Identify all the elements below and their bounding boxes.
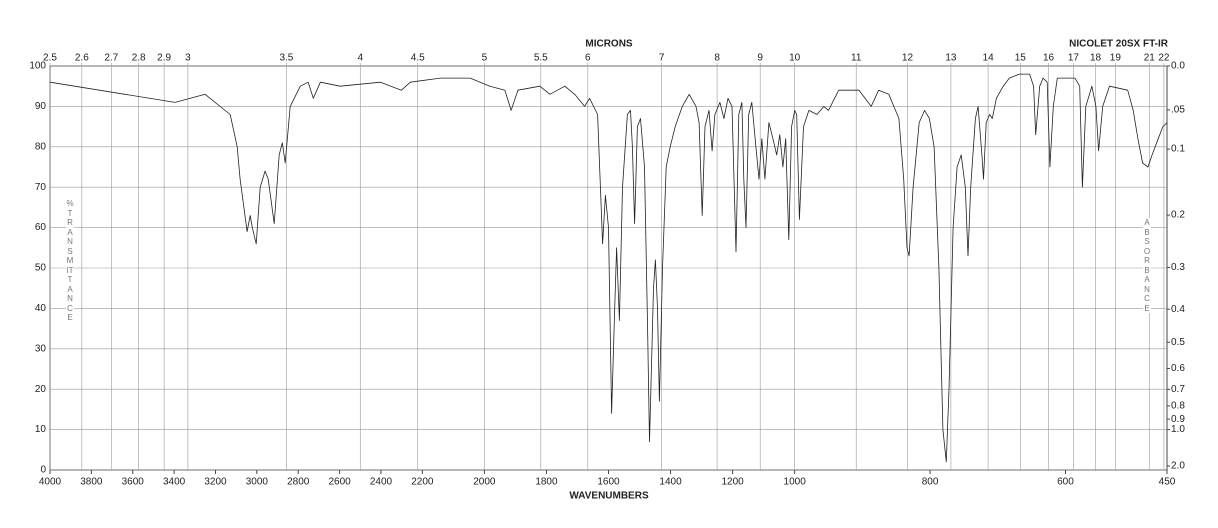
x-tick-label: 3600: [122, 477, 145, 488]
x2-tick-label: 15: [1015, 53, 1027, 64]
x-tick-label: 2000: [473, 477, 496, 488]
x-tick-label: 2800: [287, 477, 310, 488]
y2-tick-label: 0.3: [1171, 262, 1185, 273]
y-tick-label: 100: [29, 61, 46, 72]
x-tick-label: 2200: [411, 477, 434, 488]
y2-tick-label: 0.7: [1171, 384, 1185, 395]
x2-tick-label: 22: [1158, 53, 1170, 64]
x2-tick-label: 4: [357, 53, 363, 64]
x2-tick-label: 10: [789, 53, 801, 64]
x2-axis-title: MICRONS: [585, 39, 633, 50]
x2-tick-label: 17: [1068, 53, 1080, 64]
x2-tick-label: 3.5: [279, 53, 293, 64]
x2-tick-label: 16: [1043, 53, 1055, 64]
y2-tick-label: 0.4: [1171, 304, 1185, 315]
x2-tick-label: 2.7: [104, 53, 118, 64]
x-tick-label: 1800: [535, 477, 558, 488]
x2-tick-label: 11: [851, 53, 862, 64]
x-tick-label: 1600: [597, 477, 620, 488]
x-tick-label: 1400: [659, 477, 682, 488]
y-tick-label: 80: [35, 141, 47, 152]
y2-tick-label: 0.5: [1171, 337, 1185, 348]
y-tick-label: 20: [35, 384, 47, 395]
x-tick-label: 450: [1159, 477, 1176, 488]
x2-tick-label: 6: [585, 53, 591, 64]
y2-axis-title: ABSORBANCE: [1143, 218, 1151, 313]
x-tick-label: 800: [922, 477, 939, 488]
y-tick-label: 50: [35, 263, 47, 274]
x2-tick-label: 5: [482, 53, 488, 64]
y2-tick-label: 0.0: [1171, 61, 1185, 72]
x-axis-title: WAVENUMBERS: [569, 491, 649, 502]
x2-tick-label: 13: [945, 53, 957, 64]
x2-tick-label: 9: [757, 53, 763, 64]
x-tick-label: 600: [1057, 477, 1074, 488]
x2-tick-label: 4.5: [411, 53, 425, 64]
y-tick-label: 60: [35, 222, 47, 233]
x-tick-label: 3000: [246, 477, 269, 488]
x-tick-label: 2400: [370, 477, 393, 488]
x-tick-label: 1200: [721, 477, 744, 488]
x-tick-label: 4000: [39, 477, 62, 488]
y-tick-label: 40: [35, 303, 47, 314]
y-tick-label: 70: [35, 182, 47, 193]
x2-tick-label: 2.6: [75, 53, 89, 64]
y2-tick-label: 2.0: [1171, 461, 1185, 472]
y2-tick-label: 0.2: [1171, 210, 1185, 221]
spectrum-line: [49, 73, 1168, 463]
x2-tick-label: 8: [714, 53, 720, 64]
y2-tick-label: 0.6: [1171, 363, 1185, 374]
x-tick-label: 3400: [163, 477, 186, 488]
y-tick-label: 10: [35, 424, 47, 435]
y-tick-label: 90: [35, 101, 47, 112]
x2-tick-label: 2.8: [132, 53, 146, 64]
x2-tick-label: 21: [1144, 53, 1156, 64]
y2-tick-label: 0.1: [1171, 144, 1185, 155]
y-axis-title: %TRANSMITTANCE: [66, 199, 74, 323]
x2-tick-label: 18: [1090, 53, 1102, 64]
x2-tick-label: 19: [1110, 53, 1122, 64]
x-tick-label: 3800: [80, 477, 103, 488]
chart-title: NICOLET 20SX FT-IR: [1069, 39, 1169, 50]
y-tick-label: 30: [35, 343, 47, 354]
x2-tick-label: 5.5: [534, 53, 548, 64]
x2-tick-label: 2.9: [157, 53, 171, 64]
y2-tick-label: 1.0: [1171, 424, 1185, 435]
x2-tick-label: 7: [659, 53, 665, 64]
x2-tick-label: 14: [983, 53, 995, 64]
x2-tick-label: 3: [185, 53, 191, 64]
x2-tick-label: 12: [902, 53, 914, 64]
y2-tick-label: 0.8: [1171, 401, 1185, 412]
x2-tick-label: 2.5: [43, 53, 57, 64]
x-tick-label: 1000: [784, 477, 807, 488]
y-tick-label: 0: [40, 465, 46, 476]
y2-tick-label: 0.9: [1171, 414, 1185, 425]
x-tick-label: 2600: [328, 477, 351, 488]
y2-tick-label: .05: [1171, 105, 1185, 116]
x-tick-label: 3200: [204, 477, 227, 488]
